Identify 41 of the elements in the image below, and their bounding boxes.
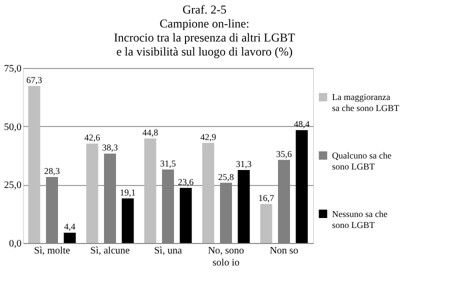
text: Campione on-line: [160, 16, 250, 30]
bar [202, 142, 214, 243]
bar [260, 204, 272, 243]
data-label: 19,1 [120, 187, 136, 198]
data-label: 35,6 [276, 148, 292, 159]
data-label: 42,6 [84, 132, 101, 143]
data-label: 23,6 [178, 176, 194, 187]
bar [122, 198, 134, 243]
data-label: 67,3 [26, 74, 43, 85]
y-tick-label: 50,0 [4, 122, 22, 133]
bar [238, 170, 250, 243]
data-label: 4,4 [64, 222, 76, 232]
bar [28, 86, 40, 243]
y-tick-label: 0,0 [9, 238, 22, 250]
data-label: 44,8 [142, 127, 159, 138]
x-tick-label: Sì, molte [34, 246, 71, 256]
bar [64, 232, 76, 243]
bar [296, 130, 308, 243]
bar [180, 188, 192, 243]
data-label: 42,9 [200, 132, 217, 142]
data-label: 25,8 [218, 172, 234, 182]
legend-label: Qualcuno sa che sono LGBT [332, 150, 392, 172]
data-label: 48,4 [294, 119, 310, 130]
x-tick-label: Sì, alcune [90, 246, 130, 256]
bar [144, 138, 156, 243]
x-tick-label: Non so [270, 246, 298, 256]
data-label: 28,3 [44, 166, 60, 176]
data-label: 38,3 [102, 142, 118, 153]
data-label: 31,3 [236, 158, 252, 169]
legend-label: Nessuno sa che sono LGBT [332, 208, 388, 230]
data-label: 16,7 [258, 193, 275, 204]
text: e la visibilità sul luogo di lavoro (%) [116, 44, 293, 58]
x-tick-label: No, sono solo io [208, 246, 244, 268]
text: Graf. 2-5 [182, 2, 226, 16]
y-tick-label: 25,0 [4, 180, 22, 192]
x-tick-label: Sì, una [154, 246, 182, 256]
data-label: 31,5 [160, 158, 176, 168]
bar [86, 144, 98, 243]
text: Incrocio tra la presenza di altri LGBT [114, 30, 296, 44]
y-tick-label: 75,0 [4, 64, 22, 74]
legend-label: La maggioranza sa che sono LGBT [332, 92, 400, 114]
